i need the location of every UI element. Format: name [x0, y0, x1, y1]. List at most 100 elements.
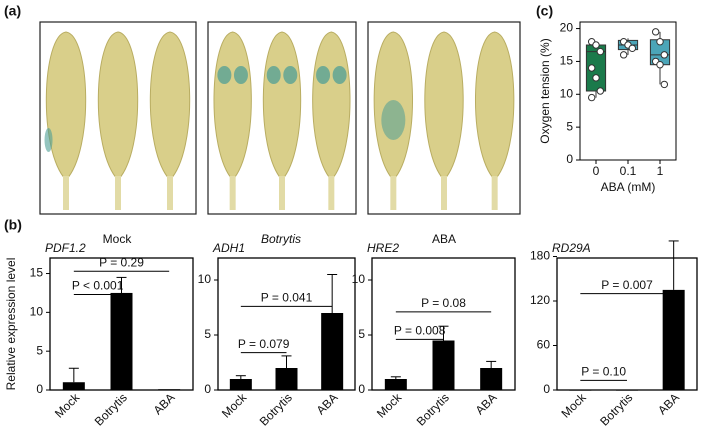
- x-tick-label: ABA: [473, 390, 500, 417]
- lesion: [266, 66, 281, 84]
- bar: [229, 379, 252, 390]
- y-tick-label: 0: [36, 382, 43, 396]
- y-tick-label: 15: [30, 266, 44, 280]
- y-tick-label: 5: [36, 343, 43, 357]
- significance-label: P = 0.29: [99, 255, 144, 269]
- y-tick-label: 10: [30, 305, 44, 319]
- x-tick-label: ABA: [151, 390, 178, 417]
- y-tick-label: 0: [566, 152, 573, 166]
- x-tick-label: ABA: [314, 390, 341, 417]
- point: [587, 93, 596, 102]
- point: [651, 28, 660, 36]
- y-tick-label: 10: [352, 272, 366, 286]
- y-tick-label: 180: [530, 249, 550, 263]
- significance-label: P = 0.10: [581, 365, 626, 379]
- leaf: [97, 31, 139, 181]
- y-tick-label: 5: [204, 327, 211, 341]
- x-tick-label: Mock: [219, 390, 250, 421]
- bar: [62, 382, 85, 390]
- petiole: [229, 176, 236, 210]
- bar: [616, 389, 638, 391]
- petiole: [63, 176, 69, 210]
- leaf: [424, 31, 464, 181]
- bar: [158, 389, 181, 391]
- x-tick-label: Mock: [52, 390, 83, 421]
- bar: [384, 379, 407, 390]
- y-tick-label: 0: [358, 382, 365, 396]
- y-tick-label: 10: [198, 272, 212, 286]
- point: [656, 38, 664, 46]
- chart-title: ADH1: [212, 241, 245, 255]
- petiole: [441, 176, 447, 210]
- significance-label: P = 0.007: [601, 278, 653, 292]
- x-tick-label: 0: [593, 164, 600, 178]
- chart-title: RD29A: [552, 241, 591, 255]
- panel-label: (b): [4, 217, 22, 233]
- y-tick-label: 5: [566, 119, 573, 133]
- point: [660, 80, 669, 89]
- petiole: [115, 176, 121, 210]
- lesion: [233, 66, 248, 84]
- point: [596, 47, 605, 56]
- lesion: [332, 66, 347, 84]
- bar: [110, 292, 133, 390]
- significance-label: P = 0.079: [238, 337, 290, 351]
- petiole: [167, 176, 173, 210]
- bar: [569, 389, 592, 391]
- y-tick-label: 0: [204, 382, 211, 396]
- y-tick-label: 0: [543, 382, 550, 396]
- x-tick-label: Botrytis: [597, 390, 635, 428]
- significance-label: P = 0.041: [261, 291, 313, 305]
- photo-label: ABA: [432, 232, 456, 246]
- photo-label: Mock: [103, 232, 133, 246]
- point: [628, 44, 637, 52]
- petiole: [279, 176, 285, 210]
- point: [656, 61, 664, 69]
- chart-title: PDF1.2: [45, 241, 86, 255]
- y-tick-label: 60: [537, 338, 551, 352]
- bar: [432, 340, 455, 390]
- chart-title: HRE2: [367, 241, 399, 255]
- x-tick-label: Botrytis: [257, 390, 295, 428]
- leaf: [149, 31, 191, 181]
- x-tick-label: Botrytis: [414, 390, 452, 428]
- point: [592, 41, 600, 49]
- significance-label: P = 0.08: [421, 296, 466, 310]
- lesion: [316, 66, 331, 84]
- y-axis-label: Oxygen tension (%): [538, 38, 552, 143]
- significance-label: P = 0.008: [394, 324, 446, 338]
- point: [660, 51, 669, 59]
- significance-label: P < 0.001: [72, 279, 124, 293]
- y-tick-label: 10: [560, 86, 574, 100]
- y-tick-label: 5: [358, 327, 365, 341]
- y-axis-label: Relative expression level: [4, 258, 18, 391]
- bar: [275, 368, 298, 390]
- lesion: [217, 66, 232, 84]
- y-tick-label: 15: [560, 54, 574, 68]
- x-tick-label: ABA: [655, 390, 682, 417]
- point: [619, 51, 628, 59]
- leaf: [475, 31, 515, 181]
- x-tick-label: 1: [657, 164, 664, 178]
- lesion: [381, 100, 406, 140]
- petiole: [390, 176, 397, 210]
- bar: [662, 289, 685, 390]
- bar: [321, 313, 344, 390]
- photo-label: Botrytis: [261, 232, 301, 246]
- x-tick-label: 0.1: [620, 164, 637, 178]
- lesion: [44, 128, 53, 152]
- x-tick-label: Mock: [374, 390, 405, 421]
- lesion: [283, 66, 298, 84]
- point: [596, 87, 605, 95]
- x-tick-label: Mock: [559, 390, 590, 421]
- point: [592, 74, 600, 82]
- y-tick-label: 120: [530, 293, 550, 307]
- x-axis-label: ABA (mM): [601, 180, 656, 194]
- x-tick-label: Botrytis: [92, 390, 130, 428]
- y-tick-label: 20: [560, 21, 574, 35]
- panel-label: (c): [536, 3, 553, 19]
- bar: [480, 368, 503, 390]
- petiole: [491, 176, 498, 210]
- point: [587, 64, 596, 72]
